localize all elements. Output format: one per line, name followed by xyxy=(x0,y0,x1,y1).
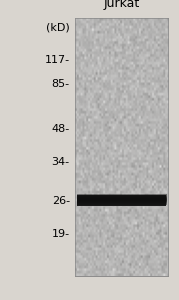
Text: 48-: 48- xyxy=(52,124,70,134)
Text: 26-: 26- xyxy=(52,196,70,206)
Text: 34-: 34- xyxy=(52,157,70,167)
Bar xyxy=(75,18,168,276)
Text: (kD): (kD) xyxy=(46,22,70,32)
Text: 117-: 117- xyxy=(45,55,70,65)
Text: 85-: 85- xyxy=(52,79,70,89)
Text: Jurkat: Jurkat xyxy=(104,0,140,11)
Bar xyxy=(77,195,166,206)
Text: 19-: 19- xyxy=(52,229,70,239)
